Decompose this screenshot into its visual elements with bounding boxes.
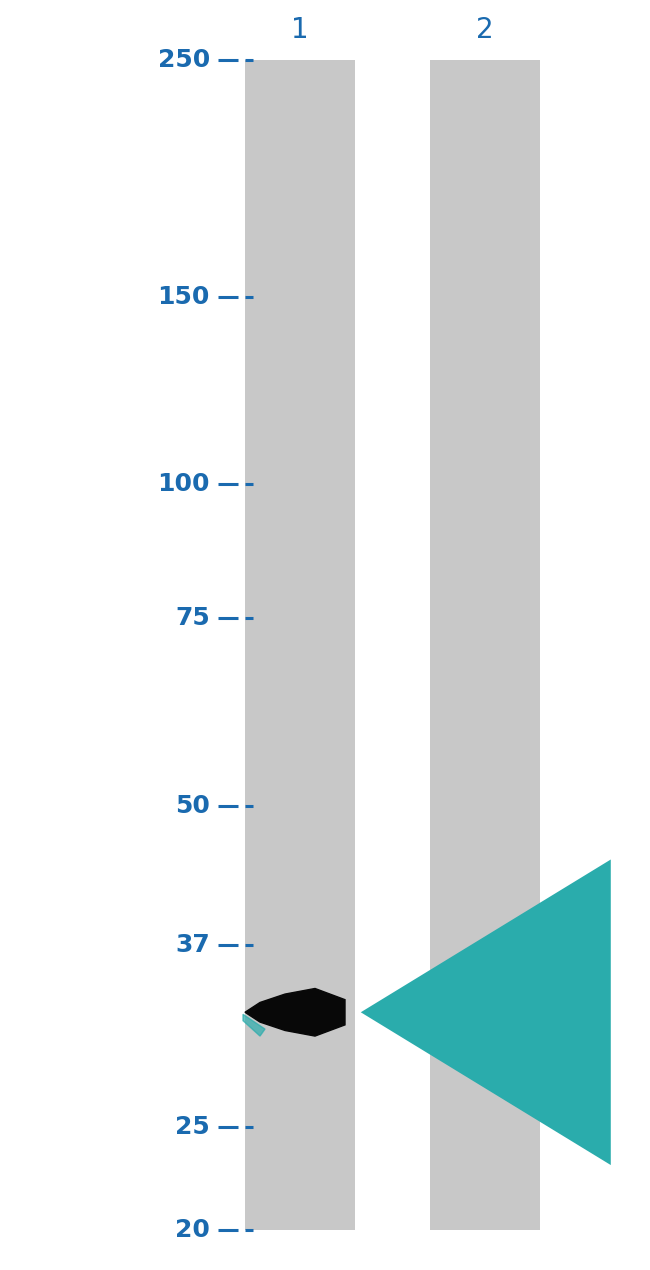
Polygon shape: [245, 988, 345, 1036]
Text: 2: 2: [476, 17, 494, 44]
Polygon shape: [243, 1015, 265, 1036]
Text: 20: 20: [175, 1218, 210, 1242]
Bar: [245, 60, 355, 1231]
Text: 37: 37: [176, 933, 210, 958]
Text: 50: 50: [175, 794, 210, 818]
Text: 1: 1: [291, 17, 309, 44]
Text: 25: 25: [176, 1115, 210, 1139]
Text: 100: 100: [157, 472, 210, 497]
Bar: [430, 60, 540, 1231]
Text: 250: 250: [158, 48, 210, 72]
Text: 150: 150: [157, 284, 210, 309]
Text: 75: 75: [176, 606, 210, 630]
